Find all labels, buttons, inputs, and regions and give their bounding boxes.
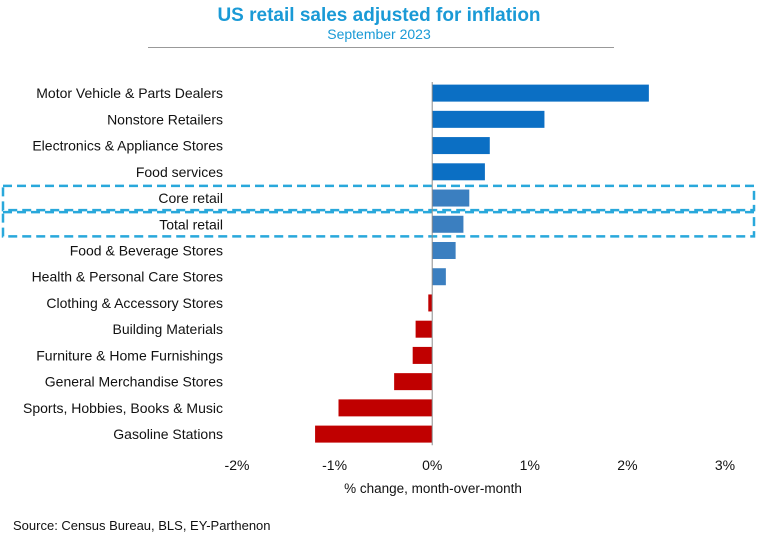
bar-total-retail [432, 215, 464, 233]
category-label-clothing-accessory-stores: Clothing & Accessory Stores [46, 295, 223, 311]
highlight-box-core-retail [1, 184, 756, 212]
x-tick-label: 2% [617, 457, 637, 473]
bar-food-beverage-stores [432, 241, 456, 259]
x-axis-label: % change, month-over-month [344, 481, 522, 496]
bar-sports-hobbies-books-music [338, 399, 433, 417]
x-tick-labels: -2% -1% 0% 1% 2% 3% [225, 457, 736, 473]
bar-clothing-accessory-stores [428, 294, 433, 312]
category-label-building-materials: Building Materials [113, 321, 224, 337]
category-label-food-beverage-stores: Food & Beverage Stores [70, 242, 223, 258]
category-label-sports-hobbies-books-music: Sports, Hobbies, Books & Music [23, 400, 223, 416]
chart-title: US retail sales adjusted for inflation [217, 5, 541, 26]
category-label-health-personal-care-stores: Health & Personal Care Stores [32, 269, 223, 285]
bar-health-personal-care-stores [432, 268, 446, 286]
source-note: Source: Census Bureau, BLS, EY-Parthenon [13, 518, 271, 533]
category-label-nonstore-retailers: Nonstore Retailers [107, 111, 223, 127]
bar-electronics-appliance-stores [432, 137, 490, 155]
bar-food-services [432, 163, 485, 181]
bar-motor-vehicle-parts-dealers [432, 84, 649, 102]
x-tick-label: 1% [520, 457, 540, 473]
bar-furniture-home-furnishings [412, 346, 433, 364]
category-label-total-retail: Total retail [159, 216, 223, 232]
category-label-general-merchandise-stores: General Merchandise Stores [45, 374, 223, 390]
bars [315, 84, 649, 443]
category-label-gasoline-stations: Gasoline Stations [113, 426, 223, 442]
highlight-boxes [1, 184, 756, 238]
x-tick-label: 0% [422, 457, 442, 473]
category-label-food-services: Food services [136, 164, 223, 180]
bar-general-merchandise-stores [394, 373, 433, 391]
bar-core-retail [432, 189, 470, 207]
bar-gasoline-stations [315, 425, 433, 443]
highlight-box-total-retail [1, 210, 756, 238]
category-label-furniture-home-furnishings: Furniture & Home Furnishings [36, 347, 223, 363]
bar-building-materials [415, 320, 433, 338]
bar-nonstore-retailers [432, 110, 545, 128]
x-tick-label: -2% [225, 457, 250, 473]
category-labels: Motor Vehicle & Parts Dealers Nonstore Re… [23, 85, 223, 442]
category-label-electronics-appliance-stores: Electronics & Appliance Stores [32, 138, 223, 154]
category-label-motor-vehicle-parts-dealers: Motor Vehicle & Parts Dealers [36, 85, 223, 101]
chart-subtitle: September 2023 [327, 26, 431, 42]
title-divider [148, 47, 614, 48]
x-tick-label: -1% [322, 457, 347, 473]
x-tick-label: 3% [715, 457, 735, 473]
category-label-core-retail: Core retail [158, 190, 223, 206]
